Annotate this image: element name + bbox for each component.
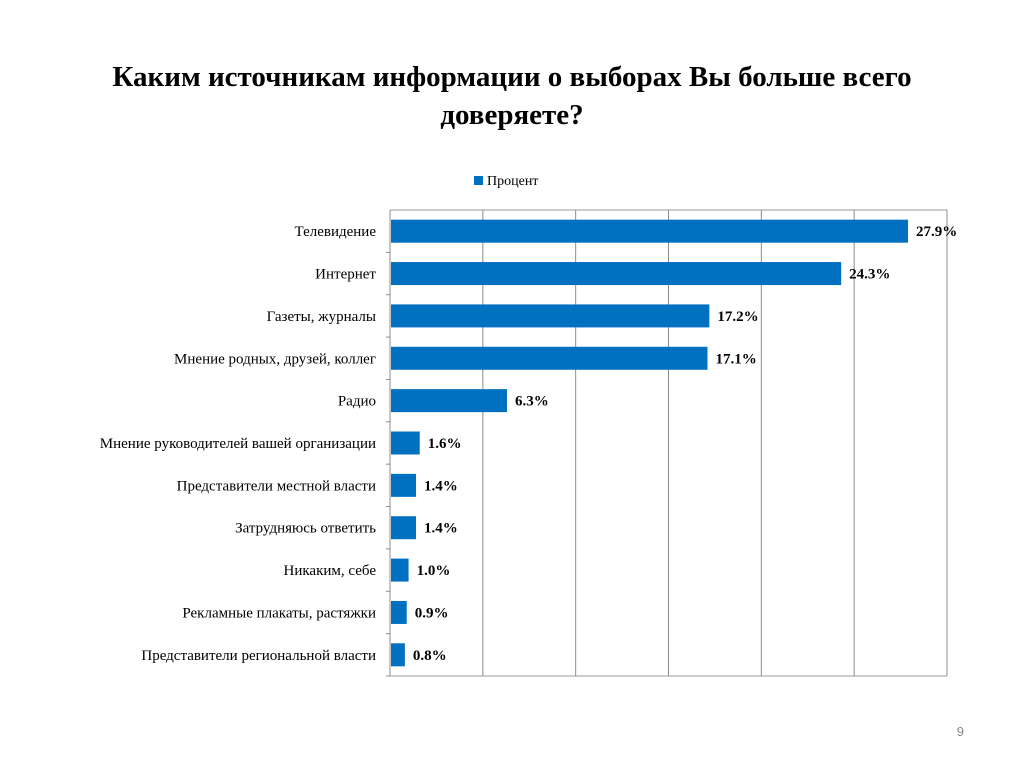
data-label: 1.6% [428, 436, 462, 452]
data-label: 0.8% [413, 648, 447, 664]
bar [391, 600, 407, 624]
category-label: Затрудняюсь ответить [235, 521, 376, 537]
legend-label: Процент [487, 174, 538, 189]
data-label: 6.3% [515, 394, 549, 410]
category-label: Газеты, журналы [267, 309, 376, 325]
data-label: 17.1% [715, 351, 756, 367]
category-label: Интернет [315, 267, 376, 283]
bar [391, 389, 507, 413]
category-label: Мнение родных, друзей, коллег [174, 351, 376, 367]
data-label: 17.2% [717, 309, 758, 325]
data-label: 27.9% [916, 224, 957, 240]
bar [391, 262, 842, 286]
category-label: Телевидение [294, 224, 376, 240]
data-label: 0.9% [415, 605, 449, 621]
category-label: Мнение руководителей вашей организации [100, 436, 376, 452]
category-label: Рекламные плакаты, растяжки [182, 605, 376, 621]
bar [391, 219, 909, 243]
data-label: 1.4% [424, 478, 458, 494]
slide-title: Каким источникам информации о выборах Вы… [112, 61, 912, 131]
bar [391, 431, 420, 455]
page-number: 9 [956, 724, 964, 739]
bar [391, 473, 416, 497]
bar [391, 346, 708, 370]
category-label: Никаким, себе [284, 563, 377, 579]
category-label: Представители региональной власти [141, 648, 376, 664]
data-label: 24.3% [849, 267, 890, 283]
bar [391, 643, 405, 667]
bar [391, 304, 710, 328]
data-label: 1.4% [424, 521, 458, 537]
data-label: 1.0% [417, 563, 451, 579]
category-label: Радио [338, 394, 376, 410]
legend-swatch [474, 176, 483, 185]
bar [391, 558, 409, 582]
category-label: Представители местной власти [177, 478, 376, 494]
bar [391, 516, 416, 540]
